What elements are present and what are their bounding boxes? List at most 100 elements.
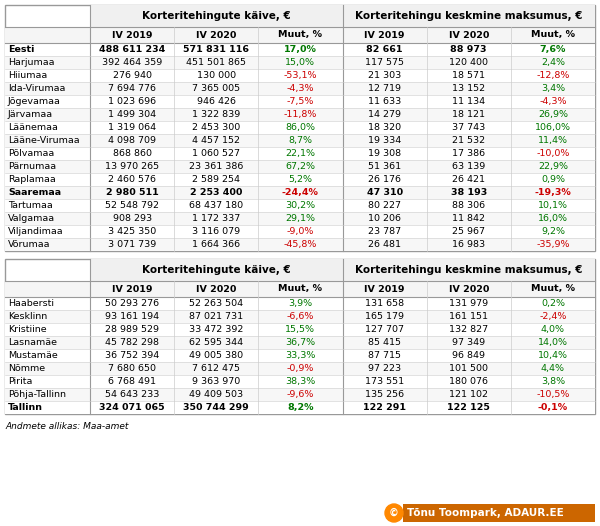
Text: 908 293: 908 293 xyxy=(113,214,152,223)
Text: IV 2020: IV 2020 xyxy=(196,31,236,39)
Text: 29,1%: 29,1% xyxy=(286,214,316,223)
Text: 51 361: 51 361 xyxy=(368,162,401,171)
Text: 88 973: 88 973 xyxy=(451,45,487,54)
Text: Pirita: Pirita xyxy=(8,377,32,386)
Text: 10,1%: 10,1% xyxy=(538,201,568,210)
Text: 28 989 529: 28 989 529 xyxy=(105,325,159,334)
Bar xyxy=(5,401,595,414)
Text: IV 2020: IV 2020 xyxy=(196,285,236,294)
Text: 52 548 792: 52 548 792 xyxy=(105,201,159,210)
Text: 37 743: 37 743 xyxy=(452,123,485,132)
Text: 1 664 366: 1 664 366 xyxy=(192,240,241,249)
Text: Ida-Virumaa: Ida-Virumaa xyxy=(8,84,65,93)
Text: 26,9%: 26,9% xyxy=(538,110,568,119)
Bar xyxy=(5,95,595,108)
Text: 122 125: 122 125 xyxy=(448,403,490,412)
Text: 7,6%: 7,6% xyxy=(540,45,566,54)
Text: 12 719: 12 719 xyxy=(368,84,401,93)
Text: 121 102: 121 102 xyxy=(449,390,488,399)
Text: 8,2%: 8,2% xyxy=(287,403,314,412)
Text: 3,4%: 3,4% xyxy=(541,84,565,93)
Text: 4 098 709: 4 098 709 xyxy=(108,136,156,145)
Text: 96 849: 96 849 xyxy=(452,351,485,360)
Text: Korteritehingute käive, €: Korteritehingute käive, € xyxy=(142,265,290,275)
Text: Tallinn: Tallinn xyxy=(8,403,43,412)
Text: 0,2%: 0,2% xyxy=(541,299,565,308)
Text: 120 400: 120 400 xyxy=(449,58,488,67)
Text: Muut, %: Muut, % xyxy=(278,285,322,294)
Text: IV 2019: IV 2019 xyxy=(364,285,405,294)
Text: 106,0%: 106,0% xyxy=(535,123,571,132)
Text: 131 979: 131 979 xyxy=(449,299,488,308)
Text: 132 827: 132 827 xyxy=(449,325,488,334)
Text: Harjumaa: Harjumaa xyxy=(8,58,55,67)
Text: 3 425 350: 3 425 350 xyxy=(108,227,156,236)
Text: 14,0%: 14,0% xyxy=(538,338,568,347)
Text: 10,4%: 10,4% xyxy=(538,351,568,360)
Text: 276 940: 276 940 xyxy=(113,71,152,80)
Text: 10 206: 10 206 xyxy=(368,214,401,223)
Text: 4,0%: 4,0% xyxy=(541,325,565,334)
Text: -53,1%: -53,1% xyxy=(284,71,317,80)
Bar xyxy=(5,43,595,56)
Bar xyxy=(5,281,595,297)
Text: 87 021 731: 87 021 731 xyxy=(189,312,244,321)
Text: 23 361 386: 23 361 386 xyxy=(189,162,244,171)
Text: 4,4%: 4,4% xyxy=(541,364,565,373)
Text: 21 532: 21 532 xyxy=(452,136,485,145)
Bar xyxy=(90,5,343,27)
Text: -10,0%: -10,0% xyxy=(536,149,569,158)
Bar xyxy=(5,323,595,336)
Text: 97 223: 97 223 xyxy=(368,364,401,373)
Text: Jõgevamaa: Jõgevamaa xyxy=(8,97,61,106)
Text: 36 752 394: 36 752 394 xyxy=(105,351,159,360)
Text: -45,8%: -45,8% xyxy=(284,240,317,249)
Text: 11 633: 11 633 xyxy=(368,97,401,106)
Text: 117 575: 117 575 xyxy=(365,58,404,67)
Bar xyxy=(5,199,595,212)
Text: 488 611 234: 488 611 234 xyxy=(99,45,165,54)
Bar xyxy=(5,362,595,375)
Text: 87 715: 87 715 xyxy=(368,351,401,360)
Text: -0,9%: -0,9% xyxy=(287,364,314,373)
Bar xyxy=(343,259,595,281)
Text: 122 291: 122 291 xyxy=(363,403,406,412)
Bar xyxy=(5,238,595,251)
Text: 16 983: 16 983 xyxy=(452,240,485,249)
Text: -35,9%: -35,9% xyxy=(536,240,569,249)
Text: 1 023 696: 1 023 696 xyxy=(108,97,156,106)
Bar xyxy=(5,82,595,95)
Bar xyxy=(5,173,595,186)
Text: -10,5%: -10,5% xyxy=(536,390,569,399)
Text: 324 071 065: 324 071 065 xyxy=(99,403,165,412)
Text: 14 279: 14 279 xyxy=(368,110,401,119)
Text: -11,8%: -11,8% xyxy=(284,110,317,119)
Text: Läänemaa: Läänemaa xyxy=(8,123,58,132)
Text: 0,9%: 0,9% xyxy=(541,175,565,184)
Text: -9,6%: -9,6% xyxy=(287,390,314,399)
Bar xyxy=(5,5,595,251)
Text: 8,7%: 8,7% xyxy=(289,136,313,145)
Text: Pärnumaa: Pärnumaa xyxy=(8,162,56,171)
Text: 52 263 504: 52 263 504 xyxy=(189,299,244,308)
Text: Muut, %: Muut, % xyxy=(278,31,322,39)
Text: 22,9%: 22,9% xyxy=(538,162,568,171)
Text: 3,9%: 3,9% xyxy=(289,299,313,308)
Text: 19 334: 19 334 xyxy=(368,136,401,145)
Text: Haabersti: Haabersti xyxy=(8,299,54,308)
Text: 62 595 344: 62 595 344 xyxy=(189,338,244,347)
Text: 18 121: 18 121 xyxy=(452,110,485,119)
Text: 161 151: 161 151 xyxy=(449,312,488,321)
Text: Põhja-Tallinn: Põhja-Tallinn xyxy=(8,390,66,399)
Bar xyxy=(5,147,595,160)
Text: 26 176: 26 176 xyxy=(368,175,401,184)
Text: 16,0%: 16,0% xyxy=(538,214,568,223)
Text: Lääne-Virumaa: Lääne-Virumaa xyxy=(8,136,80,145)
Text: Mustamäe: Mustamäe xyxy=(8,351,58,360)
Text: 30,2%: 30,2% xyxy=(286,201,316,210)
Bar xyxy=(5,27,595,43)
Text: -4,3%: -4,3% xyxy=(539,97,566,106)
Text: 3 116 079: 3 116 079 xyxy=(192,227,241,236)
Text: 130 000: 130 000 xyxy=(197,71,236,80)
Bar xyxy=(403,504,595,522)
